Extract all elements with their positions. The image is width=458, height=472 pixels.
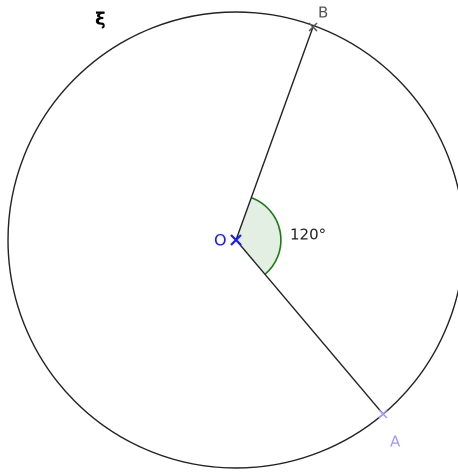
point-label: A: [390, 433, 401, 451]
angle-arc: [251, 196, 282, 275]
angle-sector: [236, 197, 281, 275]
angle-label: 120°: [290, 226, 326, 244]
point-a-mark: [378, 409, 388, 419]
point-b-mark: [308, 22, 318, 32]
point-label: B: [318, 4, 328, 22]
point-label: O: [214, 231, 227, 250]
segment-oa: [235, 239, 384, 415]
curve-label: ξ: [95, 9, 106, 30]
point-o-mark: [230, 234, 242, 246]
circle: [7, 11, 458, 469]
segment-ob: [235, 26, 314, 241]
